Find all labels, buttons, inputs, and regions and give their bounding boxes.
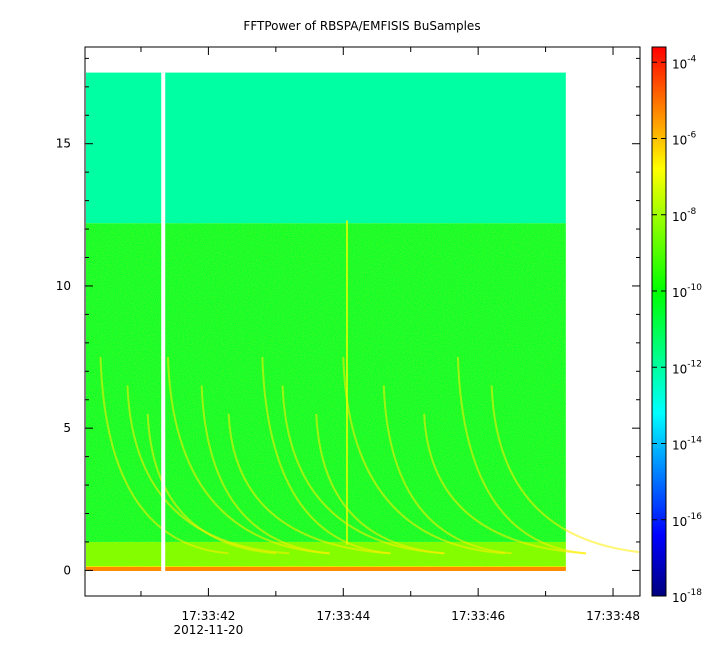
y-tick-label: 15 (56, 137, 71, 151)
chart-title: FFTPower of RBSPA/EMFISIS BuSamples (243, 19, 480, 33)
heatmap-data-gap (161, 72, 166, 573)
heatmap-texture (86, 72, 566, 224)
y-tick-label: 0 (63, 563, 71, 577)
x-tick-label: 17:33:44 (316, 609, 370, 623)
y-tick-label: 5 (63, 421, 71, 435)
heatmap-streak (281, 385, 445, 555)
colorbar-tick-label: 10-8 (672, 207, 697, 224)
colorbar-axis: 10-4 10-6 10-8 10-10 10-12 10-14 10-16 10-18 (652, 54, 702, 605)
y-axis: 0 5 10 15 (56, 57, 640, 577)
colorbar (651, 46, 667, 597)
heatmap-streak (423, 413, 587, 555)
x-tick-label: 17:33:42 (181, 609, 235, 623)
x-tick-label: 17:33:48 (586, 609, 640, 623)
heatmap-layer (86, 72, 639, 573)
colorbar-tick-label: 10-16 (672, 512, 702, 529)
heatmap-streak (456, 357, 587, 555)
colorbar-tick-label: 10-18 (672, 588, 702, 605)
heatmap-texture (86, 223, 566, 571)
heatmap-streak (261, 357, 391, 555)
heatmap-streak (490, 385, 639, 553)
heatmap-streak (126, 385, 290, 555)
colorbar-tick-label: 10-6 (672, 131, 697, 148)
colorbar-tick-label: 10-4 (672, 54, 697, 71)
x-axis-date-label: 2012-11-20 (174, 623, 244, 637)
colorbar-tick-label: 10-14 (672, 436, 702, 453)
y-tick-label: 10 (56, 279, 71, 293)
heatmap-streak (345, 220, 348, 545)
colorbar-tick-label: 10-10 (672, 283, 702, 300)
heatmap-streak (99, 357, 229, 555)
heatmap-streak (382, 385, 512, 555)
x-axis: 17:33:42 17:33:44 17:33:46 17:33:48 (140, 47, 640, 623)
colorbar-tick-label: 10-12 (672, 359, 702, 376)
heatmap-streak (200, 385, 330, 555)
heatmap-baseline (86, 566, 566, 571)
heatmap-streak (227, 413, 391, 555)
x-tick-label: 17:33:46 (451, 609, 505, 623)
heatmap-streak (166, 357, 330, 555)
heatmap-streak (315, 413, 445, 555)
heatmap-streak (146, 413, 276, 555)
